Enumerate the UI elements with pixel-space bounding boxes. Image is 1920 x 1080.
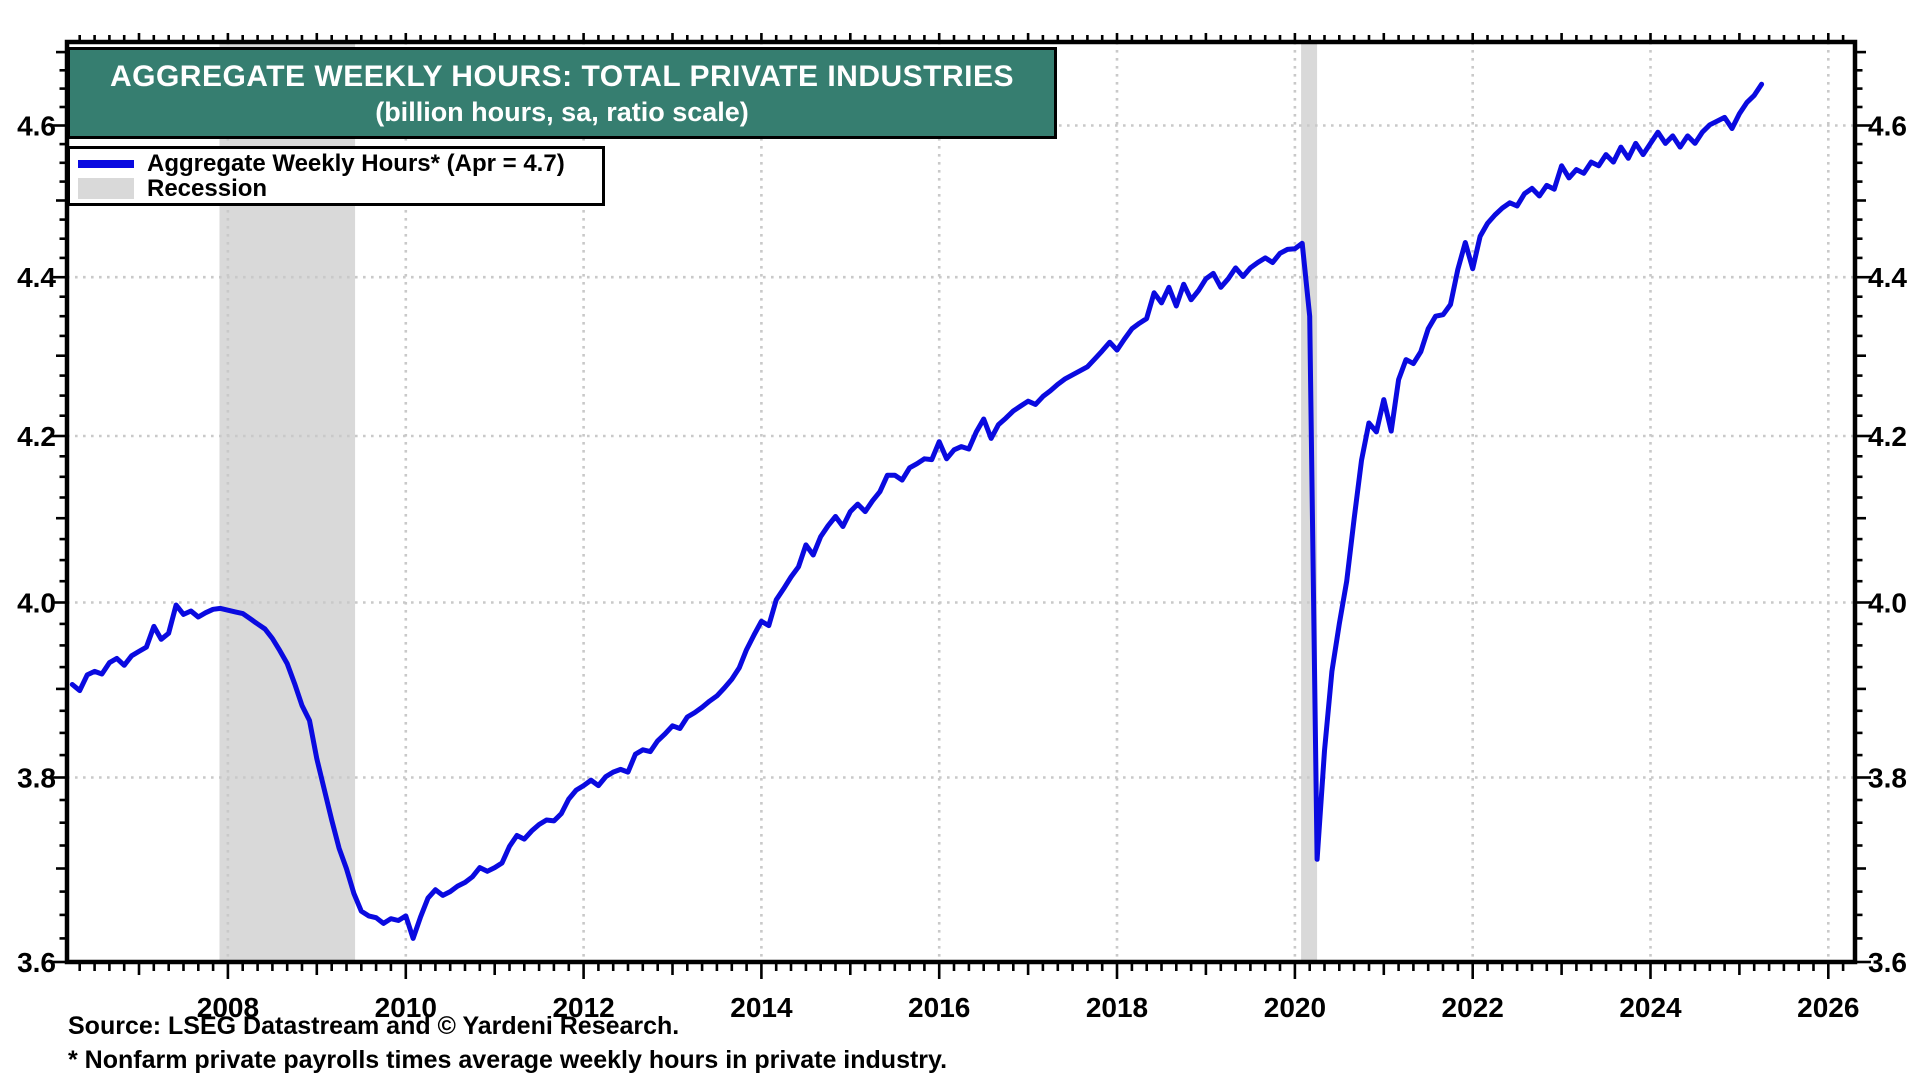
chart-subtitle: (billion hours, sa, ratio scale) [375,96,749,127]
blue-line-swatch-icon [78,159,134,168]
legend-series-label: Aggregate Weekly Hours* (Apr = 4.7) [147,149,565,177]
x-axis-label: 2018 [1086,992,1148,1023]
x-axis-label: 2020 [1264,992,1326,1023]
y-axis-labels: 3.6 3.6 3.8 3.8 4.0 4.0 4.2 4.2 4.4 4.4 4.6 4.6 [17,111,1907,979]
x-axis-label: 2014 [730,992,793,1023]
y-axis-label-right: 3.6 [1868,947,1907,978]
y-axis-label-left: 3.6 [17,947,56,978]
y-axis-label-left: 3.8 [17,763,56,794]
axis-ticks [51,33,1871,979]
footnote-text: * Nonfarm private payrolls times average… [68,1046,948,1074]
y-axis-label-right: 4.6 [1868,111,1907,142]
chart-title: AGGREGATE WEEKLY HOURS: TOTAL PRIVATE IN… [109,60,1015,94]
x-axis-label: 2016 [908,992,970,1023]
x-axis-label: 2024 [1619,992,1682,1023]
legend-item-series: Aggregate Weekly Hours* (Apr = 4.7) [78,151,594,176]
recession-swatch-icon [78,178,134,199]
y-axis-label-right: 4.2 [1868,421,1907,452]
x-axis-label: 2010 [375,992,437,1023]
source-text: Source: LSEG Datastream and © Yardeni Re… [68,1012,680,1040]
y-axis-label-right: 3.8 [1868,763,1907,794]
x-axis-label: 2012 [552,992,614,1023]
legend-recession-label: Recession [147,174,268,202]
x-axis-label: 2026 [1797,992,1859,1023]
aggregate-weekly-hours-line [69,81,1765,941]
y-axis-label-left: 4.2 [17,421,56,452]
chart-title-box: AGGREGATE WEEKLY HOURS: TOTAL PRIVATE IN… [67,47,1057,139]
y-axis-label-left: 4.0 [17,588,56,619]
legend-item-recession: Recession [78,176,594,201]
y-axis-label-left: 4.6 [17,111,56,142]
plot-frame [64,39,1858,965]
legend: Aggregate Weekly Hours* (Apr = 4.7) Rece… [67,146,605,206]
x-axis-label: 2008 [197,992,259,1023]
x-axis-label: 2022 [1442,992,1504,1023]
y-axis-label-right: 4.0 [1868,588,1907,619]
x-axis-labels: 2008 2010 2012 2014 2016 2018 2020 2022 2024 2026 [197,992,1860,1023]
y-axis-label-left: 4.4 [17,262,56,293]
y-axis-label-right: 4.4 [1868,262,1907,293]
